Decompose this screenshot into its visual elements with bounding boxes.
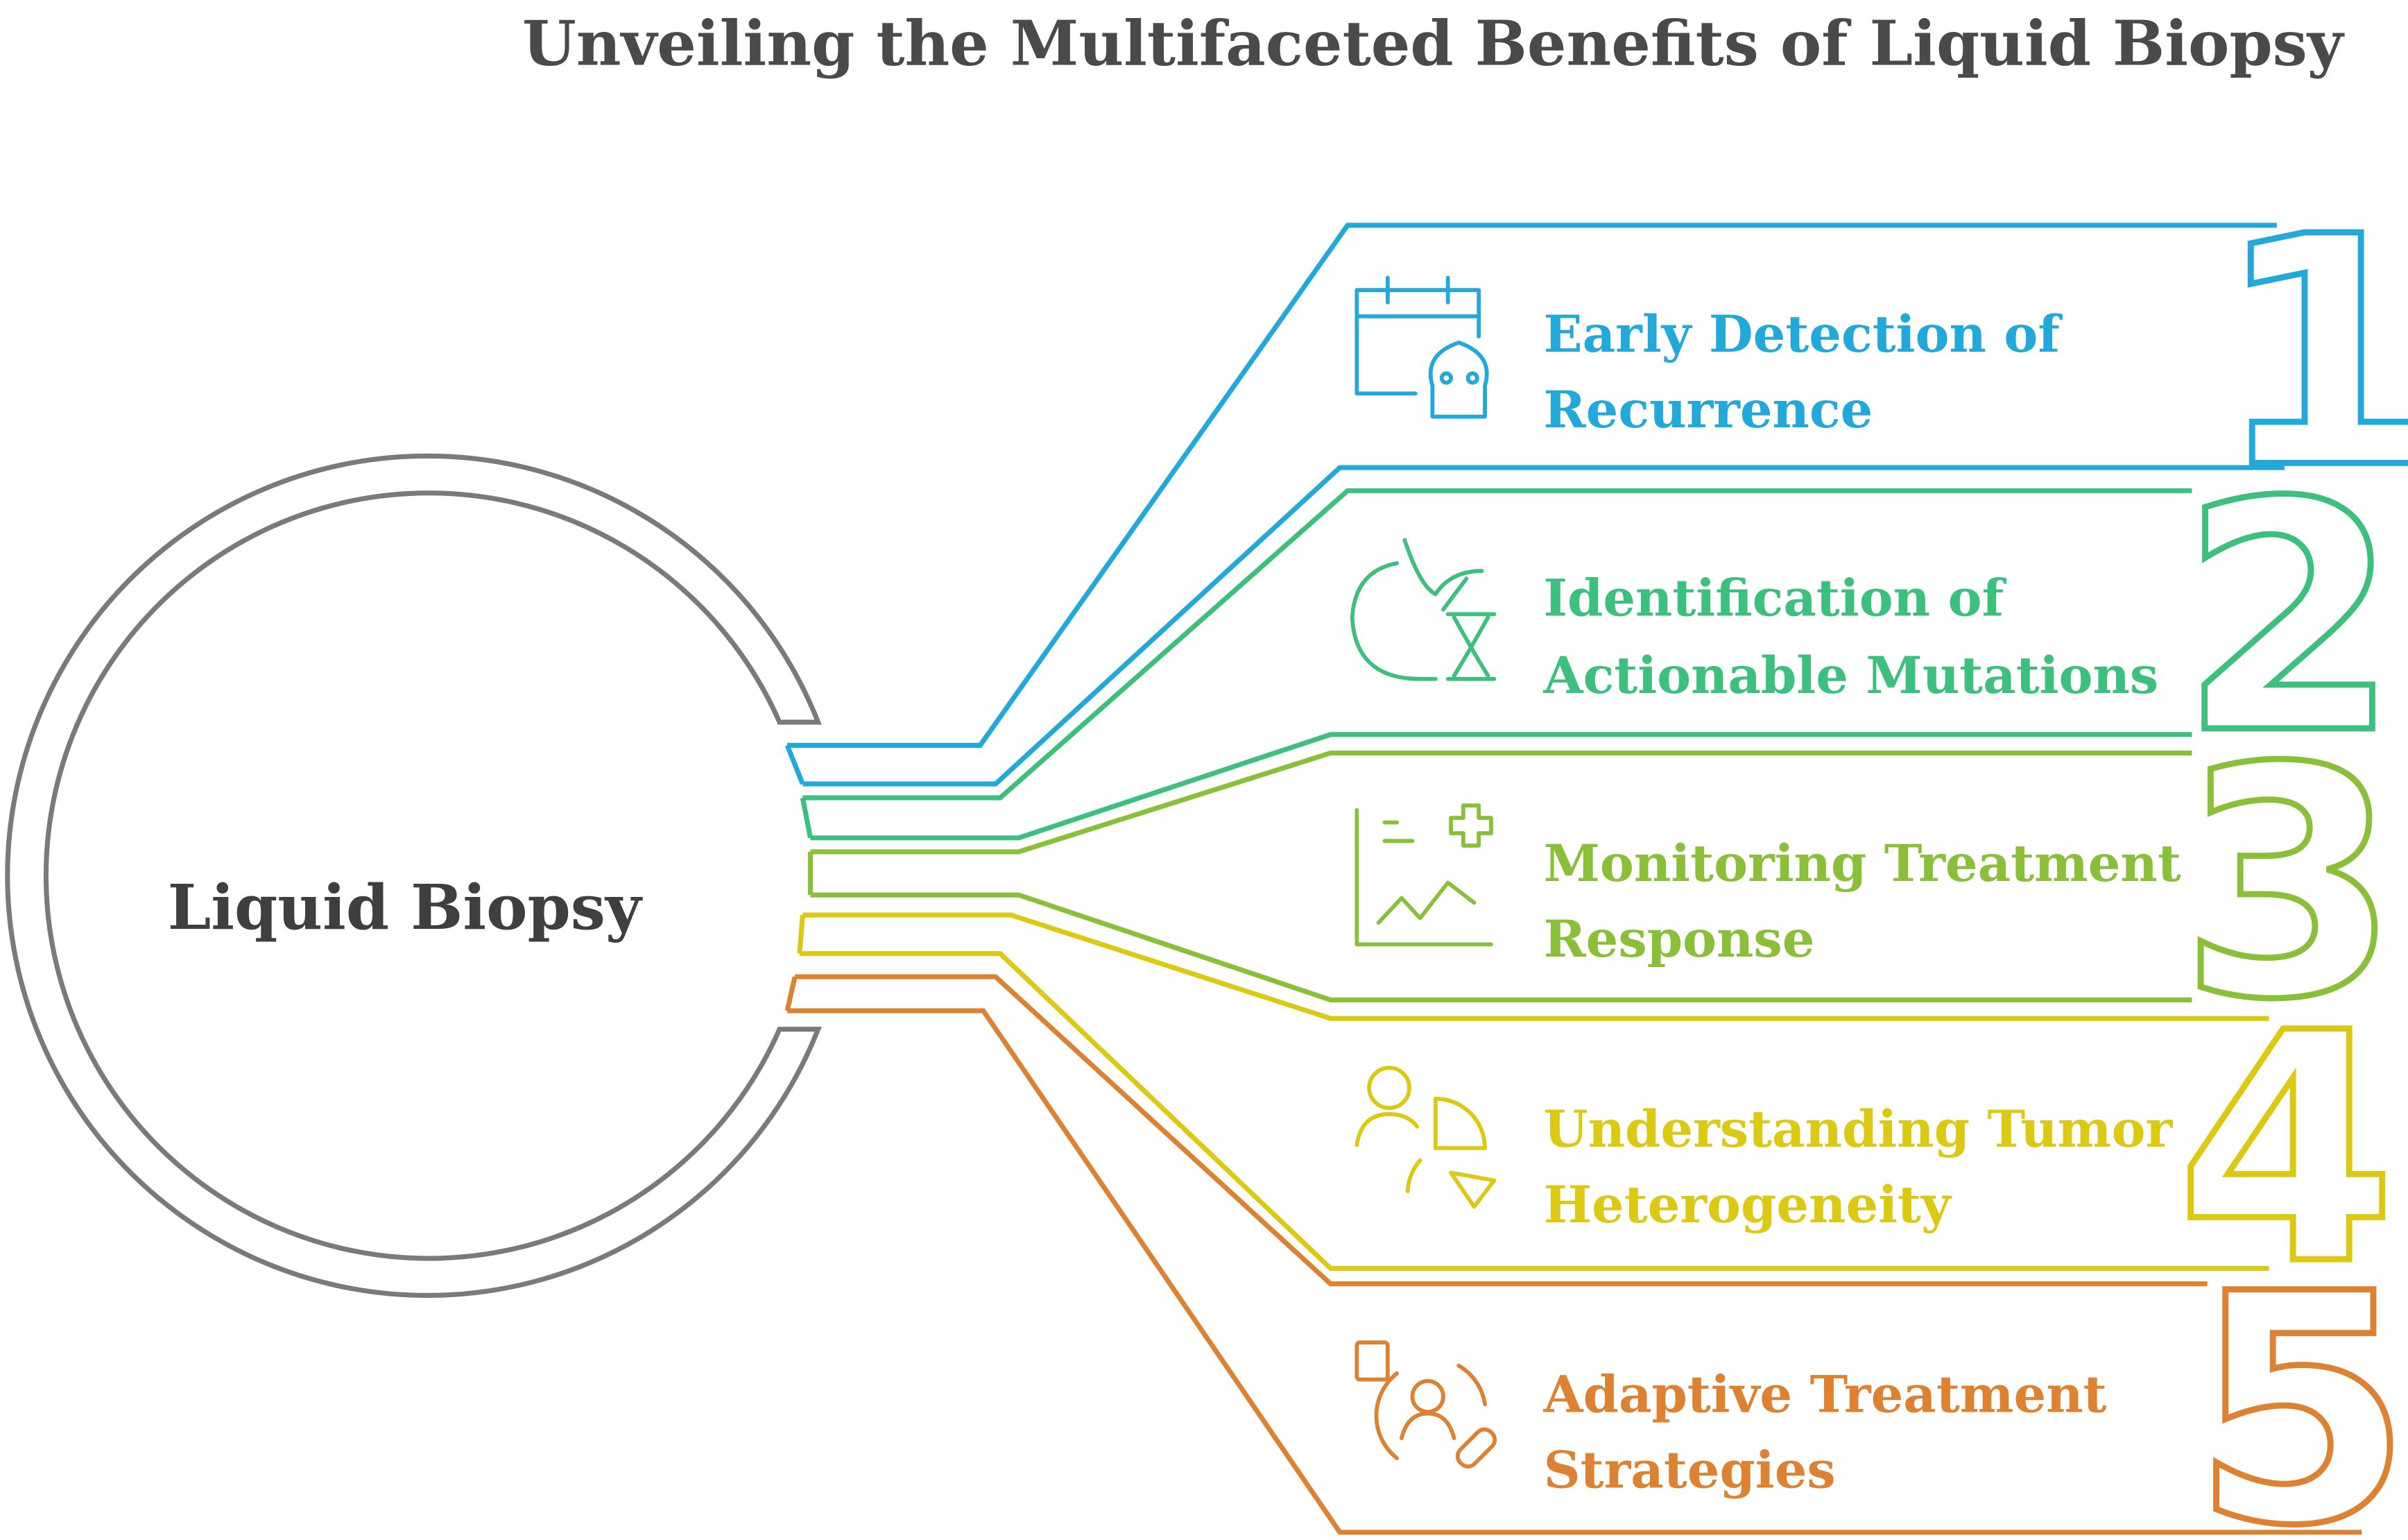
- label-3-line1: Monitoring Treatment: [1544, 834, 2181, 893]
- benefit-4: 4 Understanding Tumor Heterogeneity: [797, 912, 2400, 1337]
- number-2: 2: [2180, 435, 2400, 803]
- label-4-line2: Heterogeneity: [1544, 1175, 1952, 1235]
- number-4: 4: [2176, 966, 2396, 1334]
- benefit-1: 1 Early Detection of Recurrence: [784, 166, 2408, 787]
- benefit-5: 5 Adaptive Treatment Strategies: [784, 974, 2408, 1540]
- center-label: Liquid Biopsy: [168, 871, 643, 943]
- label-2-line1: Identification of: [1544, 569, 2007, 628]
- person-pie-icon: [1354, 1066, 1497, 1209]
- number-3: 3: [2180, 701, 2400, 1069]
- label-1-line1: Early Detection of: [1544, 305, 2063, 364]
- label-4-line1: Understanding Tumor: [1544, 1100, 2174, 1159]
- benefit-2: 2 Identification of Actionable Mutations: [800, 432, 2403, 841]
- label-5-line1: Adaptive Treatment: [1543, 1364, 2107, 1424]
- number-1: 1: [2215, 169, 2408, 538]
- label-2-line2: Actionable Mutations: [1543, 646, 2159, 705]
- chart-health-icon: [1354, 803, 1493, 947]
- apple-dna-icon: [1350, 538, 1497, 681]
- center-ring: [5, 453, 822, 1298]
- benefit-3: 3 Monitoring Treatment Response: [807, 697, 2403, 1072]
- label-5-line2: Strategies: [1544, 1440, 1836, 1500]
- patient-pill-icon: [1354, 1340, 1497, 1469]
- number-5: 5: [2192, 1226, 2408, 1540]
- calendar-skull-icon: [1354, 275, 1489, 419]
- label-1-line2: Recurrence: [1544, 380, 1873, 440]
- diagram-title: Unveiling the Multifaceted Benefits of L…: [522, 6, 2345, 79]
- label-3-line2: Response: [1544, 909, 1815, 969]
